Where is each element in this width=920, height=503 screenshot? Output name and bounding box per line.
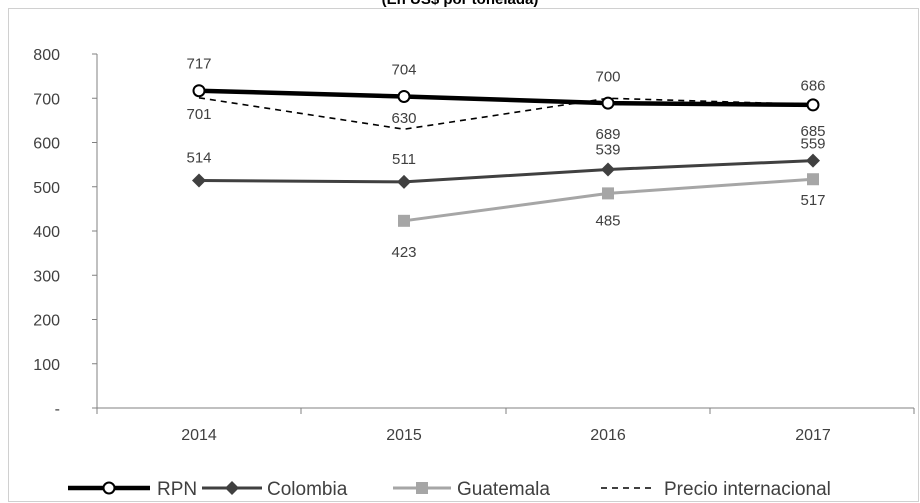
data-label: 559 (800, 136, 825, 153)
marker-diamond (397, 174, 411, 189)
marker-circle (102, 481, 116, 495)
data-label: 423 (391, 244, 416, 261)
series-precio-internacional (198, 97, 814, 131)
y-tick-label: 600 (33, 136, 60, 153)
legend-label: Guatemala (457, 479, 550, 500)
chart-frame (8, 8, 919, 502)
data-label: 700 (595, 68, 620, 85)
marker-square (416, 482, 428, 494)
legend-item-precio-internacional: Precio internacional (601, 479, 831, 500)
marker-square (807, 173, 819, 186)
series-colombia (192, 153, 820, 189)
data-label: 539 (595, 141, 620, 158)
y-tick-label: 800 (33, 47, 60, 64)
data-label: 514 (186, 150, 211, 167)
data-labels: 717 704 689 685 514 511 539 559 423 485 517 701 630 7… (186, 56, 825, 261)
y-tick-label: 200 (33, 313, 60, 330)
y-tick-label: 300 (33, 268, 60, 285)
data-label: 511 (392, 151, 416, 168)
marker-diamond (192, 173, 206, 188)
y-tick-label: 100 (33, 357, 60, 374)
legend-label: Colombia (267, 479, 348, 500)
data-label: 686 (800, 77, 825, 94)
y-tick-label: - (55, 401, 60, 418)
x-tick-label: 2017 (795, 427, 831, 444)
x-tick-label: 2016 (590, 427, 626, 444)
data-label: 517 (800, 192, 825, 209)
legend-item-colombia: Colombia (202, 479, 348, 500)
data-label: 701 (186, 106, 211, 123)
marker-square (398, 214, 410, 227)
data-label: 689 (595, 126, 620, 143)
series-guatemala (398, 173, 819, 227)
marker-diamond (601, 162, 615, 177)
data-label: 685 (800, 123, 825, 140)
marker-circle (397, 89, 411, 103)
legend-item-guatemala: Guatemala (393, 479, 550, 500)
title-strip: (En US$ por tonelada) (0, 0, 920, 8)
y-tick-label: 400 (33, 224, 60, 241)
legend-label: RPN (157, 479, 197, 500)
x-tick-label: 2015 (386, 427, 422, 444)
chart-title: (En US$ por tonelada) (0, 0, 920, 8)
marker-square (602, 187, 614, 200)
data-label: 485 (595, 212, 620, 229)
marker-circle (601, 96, 615, 110)
marker-circle (192, 84, 206, 98)
series-line (198, 88, 814, 108)
y-tick-label: 500 (33, 180, 60, 197)
series-line (198, 97, 814, 131)
legend-item-rpn: RPN (68, 479, 197, 500)
legend: RPN Colombia Guatemala Precio internacional (68, 479, 831, 500)
marker-diamond (806, 153, 820, 168)
axes: - 100 200 300 400 500 600 700 800 2014 2015 2016 201… (33, 47, 915, 444)
data-label: 717 (186, 56, 211, 73)
data-label: 704 (391, 61, 416, 78)
data-label: 630 (391, 110, 416, 127)
x-tick-label: 2014 (181, 427, 217, 444)
legend-label: Precio internacional (664, 479, 831, 500)
y-tick-label: 700 (33, 91, 60, 108)
series-rpn (192, 84, 820, 112)
marker-circle (806, 98, 820, 112)
marker-diamond (225, 481, 239, 495)
series-line (198, 159, 814, 184)
series-layer (192, 84, 820, 227)
